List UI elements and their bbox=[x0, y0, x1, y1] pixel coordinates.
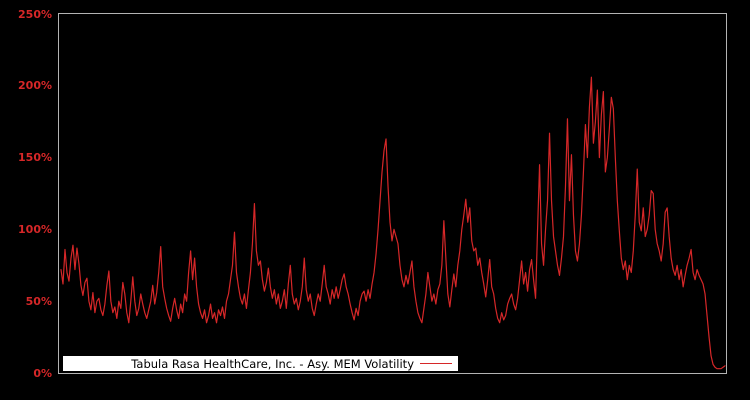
y-axis-tick-label: 150% bbox=[18, 151, 52, 165]
y-axis-tick-label: 100% bbox=[18, 222, 52, 236]
volatility-line bbox=[60, 76, 726, 370]
legend-label: Tabula Rasa HealthCare, Inc. - Asy. MEM … bbox=[131, 356, 414, 371]
y-axis-tick-label: 200% bbox=[18, 79, 52, 93]
y-axis-tick-label: 0% bbox=[33, 366, 52, 380]
y-axis-tick-label: 50% bbox=[25, 294, 52, 308]
y-axis: 0% 50% 100% 150% 200% 250% bbox=[0, 0, 52, 400]
legend: Tabula Rasa HealthCare, Inc. - Asy. MEM … bbox=[63, 356, 458, 371]
y-axis-tick-label: 250% bbox=[18, 7, 52, 21]
plot-area: Tabula Rasa HealthCare, Inc. - Asy. MEM … bbox=[58, 13, 727, 374]
legend-line-sample bbox=[420, 363, 452, 364]
chart-canvas bbox=[60, 76, 726, 370]
